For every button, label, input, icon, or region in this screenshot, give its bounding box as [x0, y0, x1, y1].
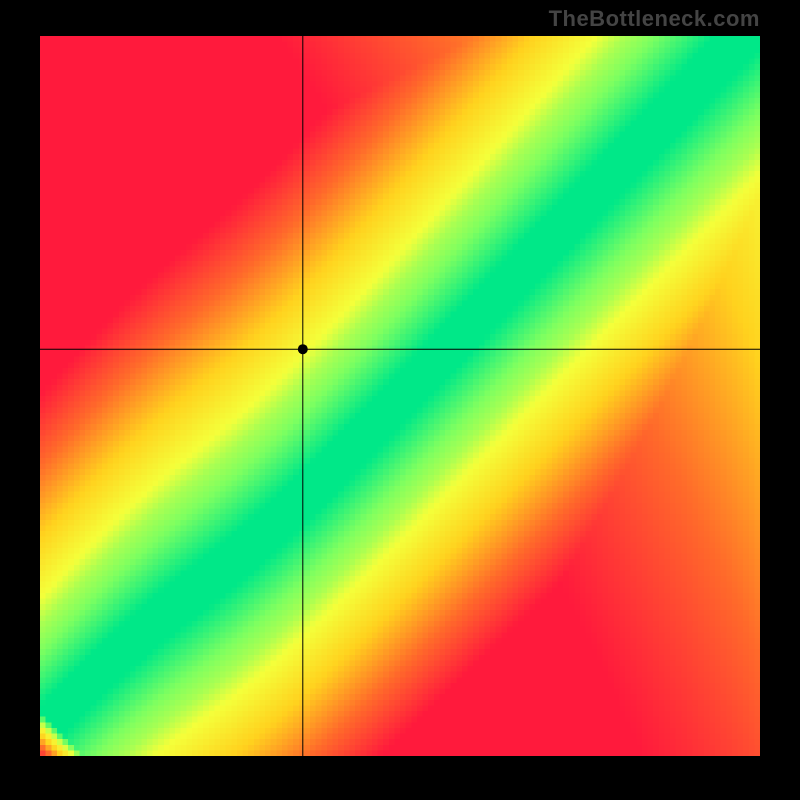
watermark-text: TheBottleneck.com [549, 6, 760, 32]
heatmap-plot-area [40, 36, 760, 756]
bottleneck-heatmap [40, 36, 760, 756]
